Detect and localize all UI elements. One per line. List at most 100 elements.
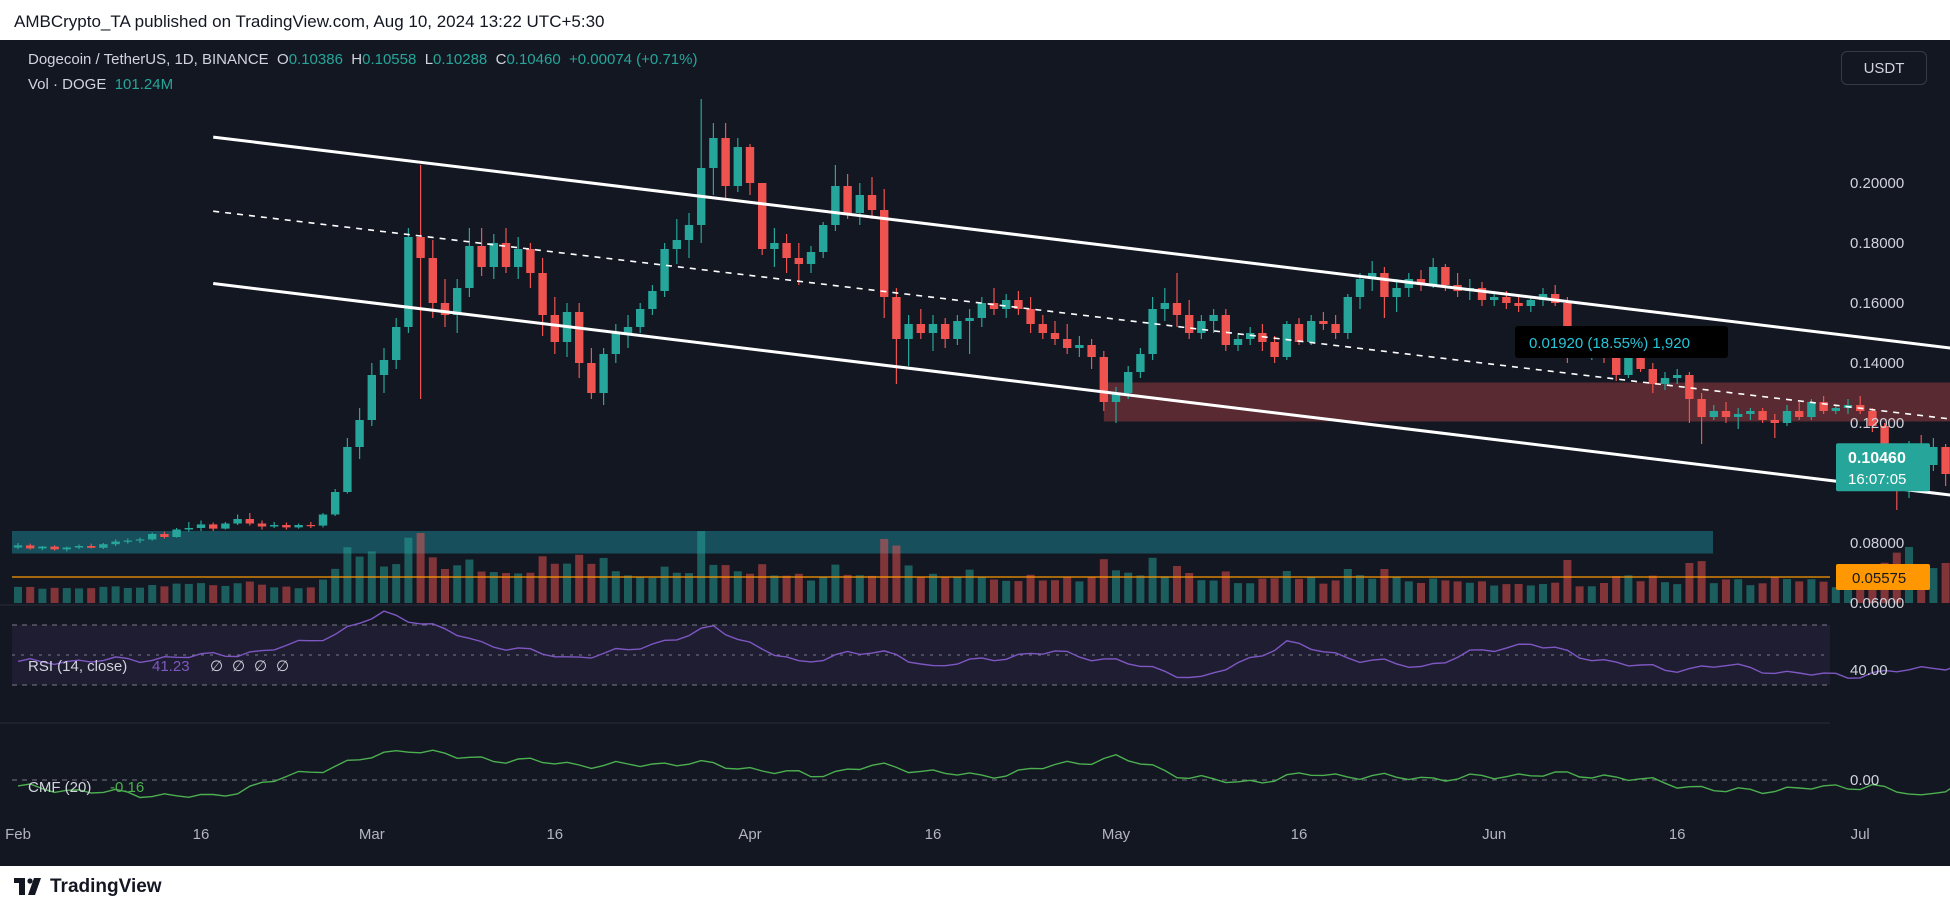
volume-bar xyxy=(624,575,632,603)
candle-body xyxy=(709,138,718,168)
candle-body xyxy=(1538,294,1548,300)
candle-body xyxy=(855,195,864,213)
volume-bar xyxy=(929,573,937,603)
candle-body xyxy=(1648,369,1657,384)
close-label: C xyxy=(495,51,507,68)
volume-bar xyxy=(1380,569,1389,603)
candle-body xyxy=(1636,354,1645,369)
candle-body xyxy=(1185,315,1194,333)
candle-body xyxy=(1746,411,1755,414)
volume-bar xyxy=(38,588,47,603)
candle-body xyxy=(660,249,669,291)
volume-bar xyxy=(599,557,608,603)
cmf-title: CMF (20) xyxy=(28,779,91,796)
price-tick: 0.18000 xyxy=(1850,235,1904,252)
volume-bar xyxy=(1673,584,1682,603)
candle-body xyxy=(953,321,962,339)
cmf-pane: CMF (20) -0.16 0.00 xyxy=(12,749,1950,799)
volume-bar xyxy=(1795,581,1804,603)
candle-body xyxy=(1307,321,1316,342)
volume-bar xyxy=(709,564,718,603)
volume-bar xyxy=(733,571,742,603)
candle-body xyxy=(1782,411,1792,423)
volume-bar xyxy=(843,574,852,603)
low-value: 0.10288 xyxy=(433,51,488,68)
volume-bar xyxy=(1258,578,1267,603)
volume-bar xyxy=(1173,566,1181,603)
volume-bar xyxy=(1563,560,1572,603)
volume-bar xyxy=(770,575,779,603)
candle-body xyxy=(1551,294,1560,303)
candle-body xyxy=(160,534,169,537)
volume-bar xyxy=(1136,575,1145,603)
candle-body xyxy=(1770,420,1779,423)
candle-body xyxy=(270,525,279,527)
rsi-extra: ∅ xyxy=(276,658,289,675)
currency-button[interactable]: USDT xyxy=(1841,51,1927,85)
volume-bar xyxy=(1856,581,1865,603)
volume-bar xyxy=(953,576,962,603)
rsi-line xyxy=(17,610,1950,679)
candle-body xyxy=(1429,267,1438,285)
candle-body xyxy=(1685,375,1694,399)
candle-body xyxy=(453,288,462,315)
candle-body xyxy=(13,545,23,548)
volume-bar xyxy=(1478,581,1486,603)
volume-bar xyxy=(575,554,584,603)
volume-bar xyxy=(1783,579,1791,603)
volume-bar xyxy=(477,571,486,603)
volume-bar xyxy=(160,586,169,603)
cmf-line xyxy=(17,749,1950,799)
volume-bar xyxy=(660,566,669,603)
candle-body xyxy=(172,529,181,537)
volume-bar xyxy=(1600,583,1608,603)
volume-bar xyxy=(14,586,22,603)
volume-bar xyxy=(1270,578,1279,603)
chart-frame[interactable]: RSI (14, close) 41.23 ∅ ∅ ∅ ∅ 40.00 CMF (20) -0… xyxy=(0,40,1950,866)
volume-bar xyxy=(1929,568,1938,603)
volume-bar xyxy=(672,572,681,603)
time-tick: 16 xyxy=(1291,826,1308,843)
volume-bar xyxy=(99,586,108,603)
brand-name: TradingView xyxy=(50,876,162,897)
candle-body xyxy=(26,545,35,549)
high-value: 0.10558 xyxy=(362,51,417,68)
trend-channel xyxy=(213,135,1950,497)
candle-body xyxy=(135,539,145,541)
volume-bar xyxy=(758,564,767,603)
candle-body xyxy=(1624,354,1633,375)
volume-bar xyxy=(563,563,571,603)
candle-body xyxy=(99,544,108,548)
candle-body xyxy=(1734,414,1743,417)
candle-body xyxy=(1612,357,1621,375)
candle-body xyxy=(1136,354,1145,372)
candle-body xyxy=(1831,408,1840,411)
candle-body xyxy=(306,525,315,527)
volume-bar xyxy=(685,573,693,603)
channel-upper-line xyxy=(213,135,1950,350)
candle-body xyxy=(74,546,84,548)
volume-bar xyxy=(892,545,901,603)
candle-body xyxy=(1709,411,1718,417)
volume-bar xyxy=(197,583,205,603)
candle-body xyxy=(38,546,47,549)
volume-bar xyxy=(123,587,132,603)
volume-bar xyxy=(306,587,315,603)
candle-body xyxy=(1392,288,1401,297)
volume-bar xyxy=(1734,579,1743,603)
measure-label: 0.01920 (18.55%) 1,920 xyxy=(1529,335,1690,352)
chart-canvas[interactable]: RSI (14, close) 41.23 ∅ ∅ ∅ ∅ 40.00 CMF (20) -0… xyxy=(0,40,1950,866)
candle-body xyxy=(233,519,242,524)
candle-body xyxy=(904,324,913,339)
candle-body xyxy=(184,528,193,530)
volume-bar xyxy=(1038,580,1047,603)
volume-bar xyxy=(1624,575,1633,603)
rsi-title: RSI (14, close) xyxy=(28,658,127,675)
candle-body xyxy=(623,327,633,333)
volume-bar xyxy=(428,557,437,603)
footer-bar: TradingView xyxy=(0,866,1950,906)
candle-body xyxy=(611,333,620,354)
candle-body xyxy=(318,514,328,526)
last-price: 0.10460 xyxy=(1848,450,1906,467)
countdown: 16:07:05 xyxy=(1848,471,1906,488)
